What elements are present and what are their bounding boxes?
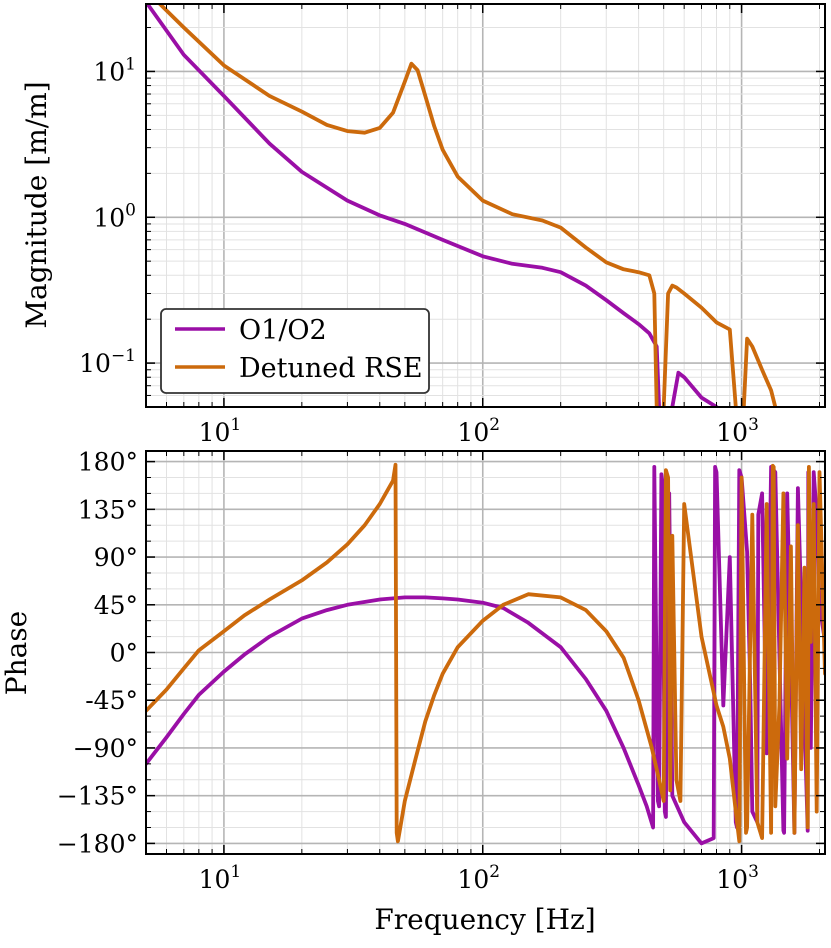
magnitude-x-tick-exponent: 3 — [748, 415, 759, 435]
magnitude-y-tick-exponent: 0 — [125, 200, 136, 220]
magnitude-x-tick-label: 103 — [716, 415, 759, 447]
phase-y-tick-label: -45° — [85, 686, 138, 715]
phase-x-tick-exponent: 2 — [489, 862, 500, 882]
phase-y-tick-label: 180° — [78, 448, 138, 477]
legend-label-detuned-rse: Detuned RSE — [239, 353, 423, 384]
phase-x-tick-label: 103 — [716, 862, 759, 894]
magnitude-y-tick-label: 100 — [93, 200, 136, 232]
magnitude-y-tick-base: 10 — [93, 203, 125, 232]
phase-x-tick-label: 101 — [199, 862, 242, 894]
phase-y-tick-label: −90° — [73, 734, 138, 763]
legend-label-o1-o2: O1/O2 — [239, 315, 327, 346]
phase-x-tick-exponent: 3 — [748, 862, 759, 882]
magnitude-series — [146, 4, 778, 407]
legend: O1/O2 Detuned RSE — [160, 308, 430, 394]
magnitude-series-detuned-rse — [157, 4, 778, 407]
phase-y-tick-label: 45° — [94, 591, 138, 620]
phase-series — [146, 462, 825, 846]
phase-x-tick-exponent: 1 — [230, 862, 241, 882]
magnitude-x-tick-label: 102 — [457, 415, 500, 447]
phase-y-tick-label: 0° — [110, 639, 138, 668]
magnitude-y-tick-label: 101 — [93, 54, 136, 86]
phase-panel: 101 102 103 180° 135° 90° 45° 0° -45° −90° −135° −1… — [0, 448, 826, 936]
phase-y-tick-label: −180° — [57, 829, 138, 858]
magnitude-series-o1-o2 — [146, 4, 719, 407]
phase-y-tick-label: 135° — [78, 495, 138, 524]
phase-series-detuned-rse — [146, 462, 825, 844]
phase-y-axis-label: Phase — [0, 611, 33, 696]
magnitude-y-axis-label: Magnitude [m/m] — [20, 81, 53, 328]
phase-x-tick-label: 102 — [457, 862, 500, 894]
magnitude-y-tick-label: 10−1 — [79, 346, 136, 378]
phase-y-tick-label: −135° — [57, 782, 138, 811]
magnitude-y-tick-exponent: 1 — [125, 54, 136, 74]
magnitude-x-tick-label: 101 — [199, 415, 242, 447]
magnitude-x-tick-exponent: 2 — [489, 415, 500, 435]
phase-y-tick-label: 90° — [94, 543, 138, 572]
x-axis-label: Frequency [Hz] — [374, 903, 595, 936]
magnitude-y-tick-exponent: −1 — [111, 346, 136, 366]
magnitude-y-tick-base: 10 — [93, 57, 125, 86]
magnitude-x-tick-exponent: 1 — [230, 415, 241, 435]
magnitude-plot-frame — [145, 3, 826, 408]
legend-box — [160, 308, 430, 394]
phase-ticks: 101 102 103 180° 135° 90° 45° 0° -45° −90° −135° −1… — [57, 448, 825, 894]
magnitude-y-tick-base: 10 — [79, 349, 111, 378]
